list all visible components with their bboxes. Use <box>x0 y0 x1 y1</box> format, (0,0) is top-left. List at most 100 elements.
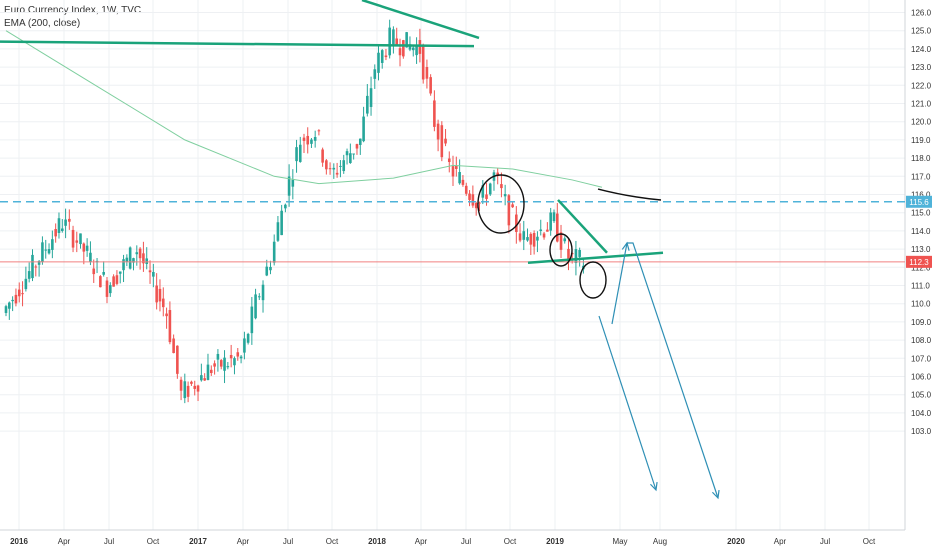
candle-body <box>574 249 578 264</box>
candle-body <box>200 375 203 381</box>
candle-body <box>291 179 295 187</box>
candle-body <box>206 364 210 380</box>
candle-body <box>468 193 471 200</box>
candle-body <box>213 363 216 367</box>
candle-body <box>515 214 518 232</box>
candle-body <box>478 202 481 204</box>
candle-body <box>546 229 549 232</box>
candle-body <box>455 165 458 169</box>
candle-body <box>190 381 193 384</box>
candle-body <box>328 168 332 170</box>
candle-body <box>246 333 250 343</box>
candle-body <box>179 379 183 391</box>
candle-body <box>500 184 503 189</box>
candle-body <box>380 50 384 63</box>
candle-body <box>536 236 539 241</box>
candle-body <box>112 276 115 287</box>
candle-body <box>559 232 563 250</box>
candle-body <box>60 228 64 231</box>
candle-body <box>41 242 44 262</box>
candle-body <box>405 32 408 48</box>
candle-body <box>223 357 226 371</box>
candle-body <box>425 67 429 79</box>
candle-body <box>298 144 302 162</box>
candle-body <box>14 294 18 304</box>
candle-body <box>421 45 425 80</box>
candle-body <box>115 275 119 284</box>
candle-body <box>567 248 570 261</box>
x-tick-label: 2020 <box>727 537 745 546</box>
circle-annotation <box>579 261 607 299</box>
wedge-trendline <box>557 199 608 254</box>
y-tick-label: 125.0 <box>911 27 932 36</box>
y-tick-label: 107.0 <box>911 354 932 363</box>
candle-body <box>79 233 82 245</box>
candle-body <box>332 167 336 170</box>
candle-body <box>250 306 254 334</box>
candle-body <box>186 385 190 397</box>
x-tick-label: Jul <box>461 537 471 546</box>
candle-body <box>342 160 346 172</box>
x-tick-label: Oct <box>326 537 339 546</box>
candle-body <box>302 137 306 141</box>
x-tick-label: Apr <box>774 537 787 546</box>
candle-body <box>317 130 321 132</box>
x-tick-label: 2019 <box>546 537 564 546</box>
candle-body <box>284 204 287 209</box>
candle-body <box>158 288 162 302</box>
candle-body <box>578 249 581 257</box>
candle-body <box>236 352 240 357</box>
candle-body <box>51 239 54 250</box>
candle-body <box>265 266 269 276</box>
y-tick-label: 124.0 <box>911 45 932 54</box>
candle-body <box>392 29 395 45</box>
projection-arrow-down-short-head <box>650 481 658 492</box>
candle-body <box>388 27 391 56</box>
projected-ema-curve <box>597 188 662 201</box>
candle-body <box>377 52 380 73</box>
candle-body <box>369 88 373 107</box>
circle-annotation <box>549 233 573 267</box>
y-tick-label: 122.0 <box>911 81 932 90</box>
candle-body <box>352 153 355 155</box>
candle-body <box>148 270 152 273</box>
candle-body <box>433 100 436 127</box>
projection-arrow-down-short <box>598 315 657 491</box>
candle-body <box>226 366 230 368</box>
circle-annotation <box>477 174 525 234</box>
candle-body <box>339 165 342 167</box>
candle-body <box>522 231 526 240</box>
candle-body <box>398 48 402 56</box>
y-tick-label: 123.0 <box>911 63 932 72</box>
candle-body <box>152 272 155 277</box>
candle-body <box>122 259 125 271</box>
candle-body <box>335 172 339 175</box>
y-tick-label: 113.0 <box>911 245 931 254</box>
candle-body <box>258 296 261 298</box>
candle-body <box>395 38 399 45</box>
candle-body <box>481 185 485 198</box>
candle-body <box>135 252 139 255</box>
candle-body <box>216 353 220 360</box>
candle-body <box>4 306 8 313</box>
candle-body <box>366 95 369 114</box>
candle-body <box>128 247 132 269</box>
candle-body <box>233 358 236 366</box>
candle-body <box>549 212 552 231</box>
candle-body <box>563 238 567 242</box>
candle-body <box>132 258 135 263</box>
candle-body <box>556 213 559 242</box>
candle-body <box>418 40 422 54</box>
candle-body <box>345 151 349 156</box>
candle-body <box>272 241 276 263</box>
x-tick-label: 2016 <box>10 537 28 546</box>
candle-body <box>532 233 536 247</box>
candle-body <box>219 360 223 367</box>
x-tick-label: Apr <box>237 537 250 546</box>
candle-body <box>24 278 28 290</box>
y-tick-label: 121.0 <box>911 100 932 109</box>
y-tick-label: 116.0 <box>911 191 931 200</box>
candle-body <box>37 261 41 265</box>
